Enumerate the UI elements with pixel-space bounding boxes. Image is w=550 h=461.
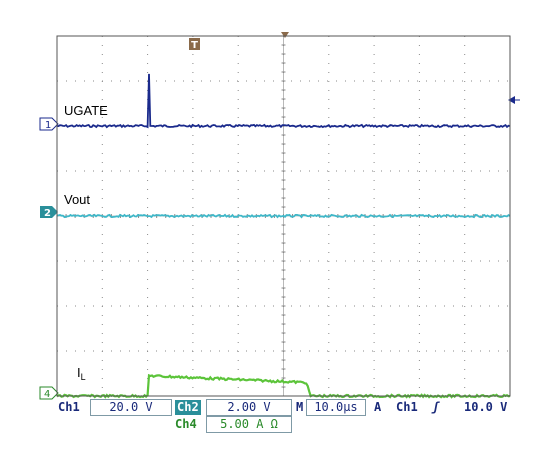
- ch4-label: Ch4: [175, 417, 197, 431]
- ch2-ground-label: 2: [44, 208, 51, 219]
- trigger-marker-label: T: [191, 40, 198, 51]
- ch1-scale: 20.0 V: [90, 399, 172, 416]
- timebase-value: 10.0µs: [306, 399, 366, 416]
- ch4-ground-label: 4: [44, 389, 50, 400]
- trigger-level-arrow: [508, 96, 515, 104]
- trigger-marker: [189, 38, 200, 50]
- center-position-marker: [281, 32, 289, 38]
- ch1-ground-marker: [39, 117, 59, 131]
- timebase-label: M: [296, 400, 304, 414]
- acquisition-label: A: [374, 400, 382, 414]
- trigger-level: 10.0 V: [464, 400, 508, 414]
- trigger-slope-icon: ʃ: [432, 400, 440, 414]
- ch1-ground-label: 1: [45, 120, 51, 131]
- ch4-trace-label-main: I: [77, 365, 81, 380]
- screen-frame: [56, 35, 511, 397]
- ch4-scale: 5.00 A Ω: [206, 416, 292, 433]
- ch1-trace-label: UGATE: [64, 103, 108, 118]
- trace-ugate: [56, 73, 511, 129]
- ch2-scale: 2.00 V: [206, 399, 292, 416]
- trigger-source: Ch1: [396, 400, 418, 414]
- ch2-label: Ch2: [175, 400, 201, 415]
- ch2-ground-marker: [40, 206, 58, 218]
- ch2-trace-label: Vout: [64, 192, 90, 207]
- ch4-trace-label-sub: L: [81, 372, 86, 382]
- ch4-trace-label: IL: [77, 365, 86, 382]
- ch1-label: Ch1: [58, 400, 80, 414]
- status-bar: Ch1 20.0 V Ch2 2.00 V M 10.0µs A Ch1 ʃ 1…: [34, 398, 514, 434]
- markers: T 1 2 4: [39, 32, 520, 400]
- trace-vout: [57, 213, 511, 219]
- ch4-ground-marker: [39, 386, 59, 400]
